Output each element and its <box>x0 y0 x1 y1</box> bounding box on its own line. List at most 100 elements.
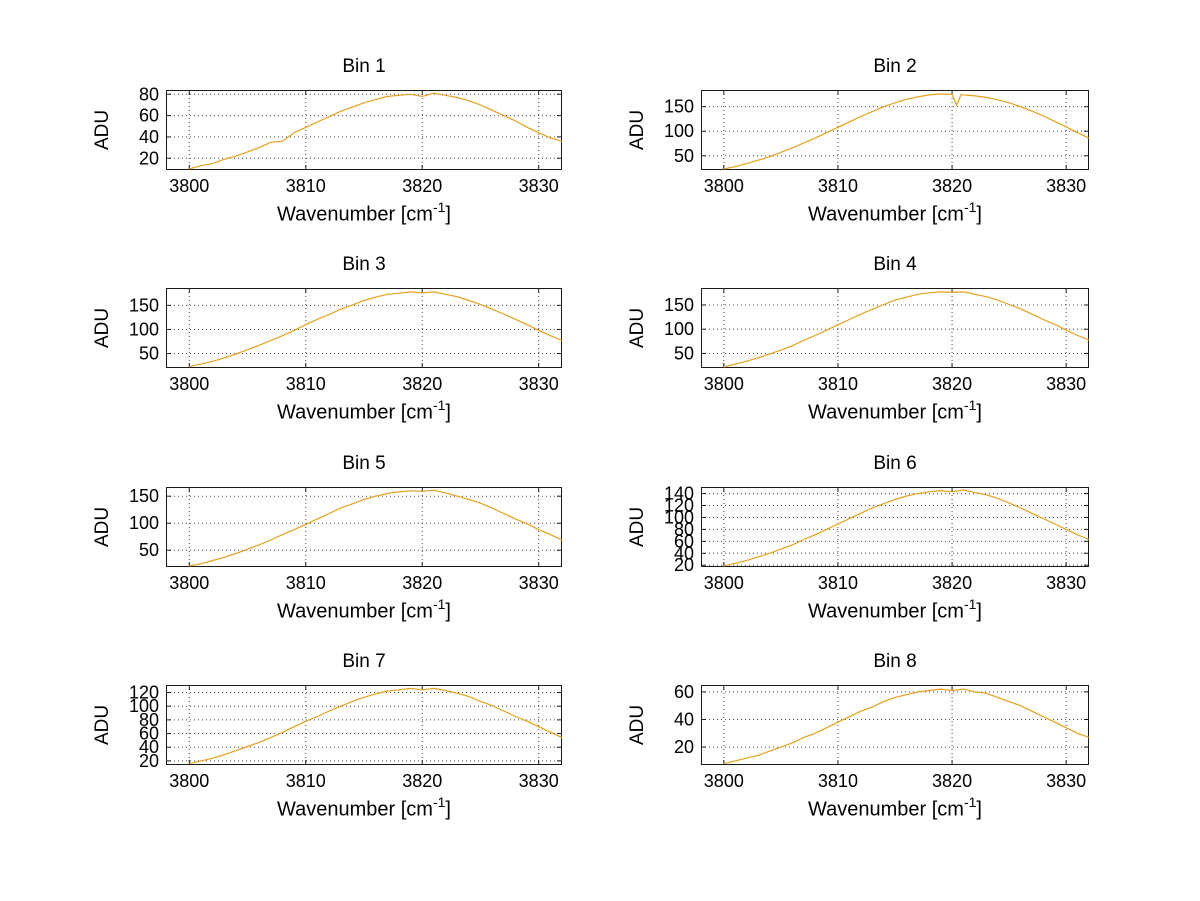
x-axis-label-text: Wavenumber [cm <box>277 798 433 821</box>
y-tick-label: 60 <box>674 531 694 551</box>
y-tick-label: 20 <box>674 555 694 575</box>
x-tick-label: 3810 <box>818 176 858 196</box>
x-axis-label-superscript: -1 <box>432 199 446 215</box>
y-tick-label: 150 <box>664 97 694 117</box>
y-tick-label: 150 <box>129 486 159 506</box>
x-axis-label-superscript: -1 <box>963 199 977 215</box>
subplot-bin-1: Bin 1 ADU 3800 3810 3820 3830 20 40 60 80 Waven… <box>92 56 563 226</box>
x-axis-label: Wavenumber [cm-1] <box>166 596 562 624</box>
x-tick-label: 3820 <box>402 176 442 196</box>
x-axis-label-close: ] <box>976 600 982 623</box>
x-axis-label-superscript: -1 <box>963 794 977 810</box>
y-tick-label: 80 <box>139 84 159 104</box>
x-axis-label-close: ] <box>976 798 982 821</box>
x-axis-label-close: ] <box>445 798 451 821</box>
x-tick-label: 3800 <box>704 176 744 196</box>
chart-title: Bin 7 <box>342 651 386 672</box>
y-tick-label: 150 <box>129 295 159 315</box>
x-axis-label-superscript: -1 <box>432 794 446 810</box>
x-axis-label-superscript: -1 <box>432 596 446 612</box>
subplot-bin-2: Bin 2 ADU 3800 3810 3820 3830 50 100 150 Waven… <box>627 56 1090 226</box>
data-line <box>189 489 563 567</box>
y-tick-label: 120 <box>664 496 694 516</box>
x-axis-label-text: Wavenumber [cm <box>808 401 964 424</box>
data-line <box>189 687 563 765</box>
chart-title: Bin 5 <box>342 453 386 474</box>
x-axis-label: Wavenumber [cm-1] <box>166 794 562 822</box>
x-axis-label-text: Wavenumber [cm <box>277 401 433 424</box>
x-axis-label-close: ] <box>445 203 451 226</box>
x-axis-label-text: Wavenumber [cm <box>808 203 964 226</box>
x-tick-label: 3830 <box>1046 771 1086 791</box>
x-axis-label: Wavenumber [cm-1] <box>701 596 1089 624</box>
plot-border <box>166 288 562 368</box>
x-axis-label: Wavenumber [cm-1] <box>166 199 562 227</box>
y-tick-label: 40 <box>139 127 159 147</box>
x-axis-label-superscript: -1 <box>432 397 446 413</box>
plot-border <box>166 685 562 765</box>
x-tick-label: 3820 <box>932 771 972 791</box>
x-axis-label: Wavenumber [cm-1] <box>166 397 562 425</box>
x-tick-label: 3820 <box>932 176 972 196</box>
y-tick-label: 100 <box>664 121 694 141</box>
plot-border <box>166 90 562 170</box>
x-tick-label: 3830 <box>1046 374 1086 394</box>
y-axis-label: ADU <box>92 506 113 548</box>
y-tick-label: 100 <box>664 319 694 339</box>
y-tick-label: 100 <box>129 319 159 339</box>
data-line <box>189 291 563 368</box>
y-tick-label: 120 <box>129 683 159 703</box>
y-tick-label: 150 <box>664 295 694 315</box>
y-axis-label: ADU <box>627 506 648 548</box>
x-axis-label-text: Wavenumber [cm <box>808 798 964 821</box>
x-axis-label: Wavenumber [cm-1] <box>701 199 1089 227</box>
x-tick-label: 3820 <box>932 374 972 394</box>
x-axis-label-close: ] <box>976 401 982 424</box>
x-tick-label: 3800 <box>704 573 744 593</box>
y-tick-label: 60 <box>674 682 694 702</box>
x-tick-label: 3810 <box>818 771 858 791</box>
subplot-bin-5: Bin 5 ADU 3800 3810 3820 3830 50 100 150 Waven… <box>92 453 563 623</box>
y-tick-label: 40 <box>674 709 694 729</box>
plot-area: 3800 3810 3820 3830 50 100 150 <box>129 486 563 593</box>
x-tick-label: 3800 <box>169 573 209 593</box>
x-tick-label: 3830 <box>519 176 559 196</box>
y-tick-label: 20 <box>139 751 159 771</box>
x-tick-label: 3800 <box>704 374 744 394</box>
subplot-bin-3: Bin 3 ADU 3800 3810 3820 3830 50 100 150 Waven… <box>92 254 563 424</box>
subplot-bin-6: Bin 6 ADU 3800 3810 3820 3830 20 40 60 80 100 120… <box>627 453 1090 623</box>
y-axis-label: ADU <box>92 109 113 151</box>
x-axis-label: Wavenumber [cm-1] <box>701 794 1089 822</box>
x-tick-label: 3810 <box>286 176 326 196</box>
data-line <box>723 93 1090 170</box>
data-line <box>723 688 1090 765</box>
y-tick-label: 50 <box>139 540 159 560</box>
y-axis-label: ADU <box>627 109 648 151</box>
y-tick-label: 100 <box>129 513 159 533</box>
chart-title: Bin 4 <box>873 254 917 275</box>
x-axis-label-text: Wavenumber [cm <box>277 600 433 623</box>
subplot-bin-7: Bin 7 ADU 3800 3810 3820 3830 20 40 60 80 100 120… <box>92 651 563 821</box>
x-axis-label-close: ] <box>445 600 451 623</box>
plot-area: 3800 3810 3820 3830 50 100 150 <box>129 288 563 394</box>
x-tick-label: 3830 <box>519 573 559 593</box>
x-axis-label: Wavenumber [cm-1] <box>701 397 1089 425</box>
y-tick-label: 60 <box>139 106 159 126</box>
x-tick-label: 3800 <box>169 176 209 196</box>
x-axis-label-close: ] <box>976 203 982 226</box>
plot-area: 3800 3810 3820 3830 50 100 150 <box>664 90 1090 196</box>
y-tick-label: 80 <box>674 519 694 539</box>
chart-title: Bin 3 <box>342 254 386 275</box>
y-tick-label: 140 <box>664 484 694 504</box>
data-line <box>189 92 563 170</box>
y-tick-label: 40 <box>674 543 694 563</box>
y-tick-label: 50 <box>139 344 159 364</box>
x-tick-label: 3820 <box>402 573 442 593</box>
plot-border <box>701 685 1089 765</box>
x-tick-label: 3800 <box>169 374 209 394</box>
plot-area: 3800 3810 3820 3830 50 100 150 <box>664 288 1090 394</box>
x-tick-label: 3810 <box>818 374 858 394</box>
